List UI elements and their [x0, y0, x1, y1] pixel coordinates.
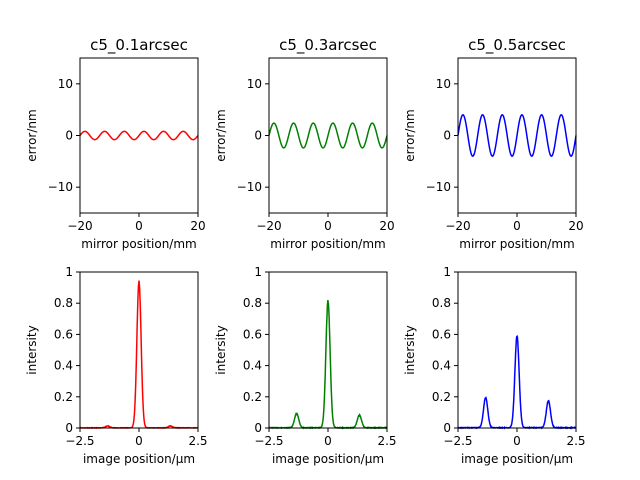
x-tick-label: −20	[445, 219, 470, 233]
x-tick-label: 0	[324, 434, 332, 448]
series-line	[268, 122, 388, 149]
y-tick-label: 1	[443, 265, 451, 279]
x-axis-label: image position/μm	[83, 452, 195, 466]
y-axis-label: error/nm	[25, 109, 39, 161]
x-tick-label: 20	[379, 219, 394, 233]
series-line	[79, 280, 199, 430]
y-tick-label: 0.4	[432, 359, 451, 373]
y-tick-label: 0.8	[54, 296, 73, 310]
y-tick-label: 0	[443, 129, 451, 143]
y-tick-label: 0.2	[432, 390, 451, 404]
series-line	[457, 114, 577, 157]
x-tick-label: 0	[513, 434, 521, 448]
y-tick-label: 0.4	[54, 359, 73, 373]
y-tick-label: 10	[58, 77, 73, 91]
y-tick-label: 0.8	[432, 296, 451, 310]
x-tick-label: −2.5	[65, 434, 94, 448]
x-tick-label: 20	[568, 219, 583, 233]
series-line	[79, 130, 199, 141]
x-axis-label: image position/μm	[461, 452, 573, 466]
y-tick-label: −10	[426, 180, 451, 194]
y-tick-label: 1	[254, 265, 262, 279]
x-tick-label: −20	[256, 219, 281, 233]
subplot-title: c5_0.3arcsec	[279, 36, 377, 55]
y-axis-label: error/nm	[214, 109, 228, 161]
y-axis-label: intersity	[403, 325, 417, 374]
subplot-title: c5_0.1arcsec	[90, 36, 188, 55]
y-tick-label: 10	[247, 77, 262, 91]
y-tick-label: 0.8	[243, 296, 262, 310]
y-axis-label: error/nm	[403, 109, 417, 161]
axes-frame	[268, 271, 388, 429]
y-tick-label: 0.6	[54, 327, 73, 341]
y-tick-label: 0	[65, 421, 73, 435]
y-tick-label: 0	[65, 129, 73, 143]
series-line	[268, 299, 388, 430]
y-tick-label: 0.4	[243, 359, 262, 373]
x-tick-label: 2.5	[377, 434, 396, 448]
x-tick-label: 20	[190, 219, 205, 233]
x-axis-label: mirror position/mm	[270, 237, 385, 251]
y-axis-label: intersity	[25, 325, 39, 374]
x-axis-label: mirror position/mm	[81, 237, 196, 251]
x-axis-label: mirror position/mm	[459, 237, 574, 251]
y-tick-label: −10	[48, 180, 73, 194]
axes-frame	[457, 271, 577, 429]
x-tick-label: 0	[135, 434, 143, 448]
y-tick-label: 0	[443, 421, 451, 435]
y-tick-label: 0	[254, 421, 262, 435]
y-tick-label: 0.2	[54, 390, 73, 404]
x-tick-label: −2.5	[443, 434, 472, 448]
y-tick-label: 0.2	[243, 390, 262, 404]
x-tick-label: 2.5	[566, 434, 585, 448]
subplot-title: c5_0.5arcsec	[468, 36, 566, 55]
x-tick-label: 0	[135, 219, 143, 233]
x-tick-label: 0	[324, 219, 332, 233]
x-tick-label: −20	[67, 219, 92, 233]
series-line	[457, 334, 577, 430]
x-tick-label: 2.5	[188, 434, 207, 448]
y-tick-label: 0	[254, 129, 262, 143]
y-tick-label: 10	[436, 77, 451, 91]
y-tick-label: 0.6	[432, 327, 451, 341]
x-tick-label: 0	[513, 219, 521, 233]
y-tick-label: 1	[65, 265, 73, 279]
y-tick-label: 0.6	[243, 327, 262, 341]
axes-frame	[79, 271, 199, 429]
y-tick-label: −10	[237, 180, 262, 194]
y-axis-label: intersity	[214, 325, 228, 374]
x-axis-label: image position/μm	[272, 452, 384, 466]
x-tick-label: −2.5	[254, 434, 283, 448]
